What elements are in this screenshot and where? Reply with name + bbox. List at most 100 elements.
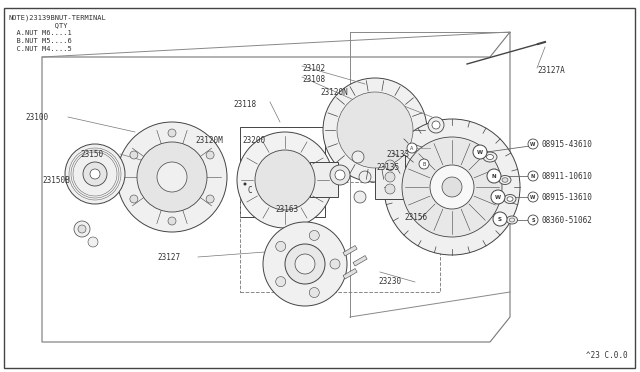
Text: W: W — [531, 195, 536, 199]
Circle shape — [309, 288, 319, 298]
Ellipse shape — [506, 216, 518, 224]
Bar — [310, 162, 338, 197]
Text: 23127: 23127 — [157, 253, 180, 262]
Circle shape — [168, 217, 176, 225]
Circle shape — [352, 151, 364, 163]
Text: 23200: 23200 — [242, 135, 265, 144]
Text: A.NUT M6....1: A.NUT M6....1 — [8, 30, 72, 36]
Circle shape — [385, 184, 395, 194]
Circle shape — [88, 237, 98, 247]
Circle shape — [359, 171, 371, 183]
Text: N: N — [492, 173, 496, 179]
Circle shape — [385, 172, 395, 182]
Circle shape — [528, 215, 538, 225]
Text: 23120M: 23120M — [195, 135, 223, 144]
Circle shape — [243, 183, 246, 186]
Circle shape — [323, 78, 427, 182]
Circle shape — [90, 169, 100, 179]
Text: NOTE)23139BNUT-TERMINAL: NOTE)23139BNUT-TERMINAL — [8, 14, 106, 20]
Circle shape — [65, 144, 125, 204]
Circle shape — [428, 117, 444, 133]
Circle shape — [263, 222, 347, 306]
Circle shape — [285, 244, 325, 284]
Text: 23150B: 23150B — [42, 176, 70, 185]
Circle shape — [528, 139, 538, 149]
Text: 23102: 23102 — [302, 64, 325, 73]
Circle shape — [130, 195, 138, 203]
Circle shape — [330, 259, 340, 269]
Text: ^23 C.0.0: ^23 C.0.0 — [586, 351, 628, 360]
Text: 08911-10610: 08911-10610 — [542, 171, 593, 180]
Circle shape — [206, 195, 214, 203]
Circle shape — [74, 221, 90, 237]
Circle shape — [385, 160, 395, 170]
Text: 23135: 23135 — [376, 163, 399, 171]
Ellipse shape — [499, 176, 511, 185]
Ellipse shape — [504, 195, 516, 203]
Circle shape — [354, 191, 366, 203]
Text: B.NUT M5....6: B.NUT M5....6 — [8, 38, 72, 44]
Text: C: C — [248, 186, 253, 195]
Circle shape — [337, 92, 413, 168]
Text: 23118: 23118 — [233, 99, 256, 109]
Ellipse shape — [502, 178, 508, 182]
Text: W: W — [531, 141, 536, 147]
Ellipse shape — [483, 152, 497, 162]
Text: 23120N: 23120N — [320, 87, 348, 96]
Circle shape — [309, 231, 319, 240]
Text: 23100: 23100 — [25, 112, 48, 122]
Circle shape — [295, 254, 315, 274]
Bar — [343, 269, 357, 279]
Text: 23150: 23150 — [80, 150, 103, 158]
Circle shape — [430, 165, 474, 209]
Circle shape — [130, 151, 138, 159]
Text: 08915-13610: 08915-13610 — [542, 192, 593, 202]
Text: N: N — [531, 173, 535, 179]
Circle shape — [78, 225, 86, 233]
Circle shape — [157, 162, 187, 192]
Circle shape — [330, 165, 350, 185]
Circle shape — [442, 177, 462, 197]
Text: QTY: QTY — [8, 22, 67, 28]
Circle shape — [528, 171, 538, 181]
Circle shape — [491, 190, 505, 204]
Circle shape — [276, 241, 285, 251]
Text: A: A — [410, 145, 413, 151]
Circle shape — [237, 132, 333, 228]
Ellipse shape — [507, 197, 513, 201]
Circle shape — [384, 119, 520, 255]
Circle shape — [473, 145, 487, 159]
Text: 23127A: 23127A — [537, 65, 564, 74]
Bar — [343, 246, 357, 256]
Text: 23230: 23230 — [378, 278, 401, 286]
Circle shape — [137, 142, 207, 212]
Circle shape — [117, 122, 227, 232]
Text: 23133: 23133 — [386, 150, 409, 158]
Circle shape — [487, 169, 501, 183]
Circle shape — [432, 121, 440, 129]
Circle shape — [528, 192, 538, 202]
Circle shape — [402, 137, 502, 237]
Text: 23163: 23163 — [275, 205, 298, 214]
Circle shape — [276, 277, 285, 287]
Circle shape — [419, 159, 429, 169]
Text: W: W — [477, 150, 483, 154]
Text: S: S — [498, 217, 502, 221]
Circle shape — [493, 212, 507, 226]
Circle shape — [335, 170, 345, 180]
Ellipse shape — [509, 218, 515, 222]
Text: B: B — [422, 161, 426, 167]
Text: 23108: 23108 — [302, 74, 325, 83]
Text: 08360-51062: 08360-51062 — [542, 215, 593, 224]
Circle shape — [407, 143, 417, 153]
Bar — [240, 182, 440, 292]
Ellipse shape — [486, 154, 493, 160]
Text: C.NUT M4....5: C.NUT M4....5 — [8, 46, 72, 52]
Bar — [375, 155, 405, 199]
Text: W: W — [495, 195, 501, 199]
Circle shape — [83, 162, 107, 186]
Circle shape — [206, 151, 214, 159]
Text: S: S — [531, 218, 535, 222]
Text: 08915-43610: 08915-43610 — [542, 140, 593, 148]
Bar — [240, 127, 325, 217]
